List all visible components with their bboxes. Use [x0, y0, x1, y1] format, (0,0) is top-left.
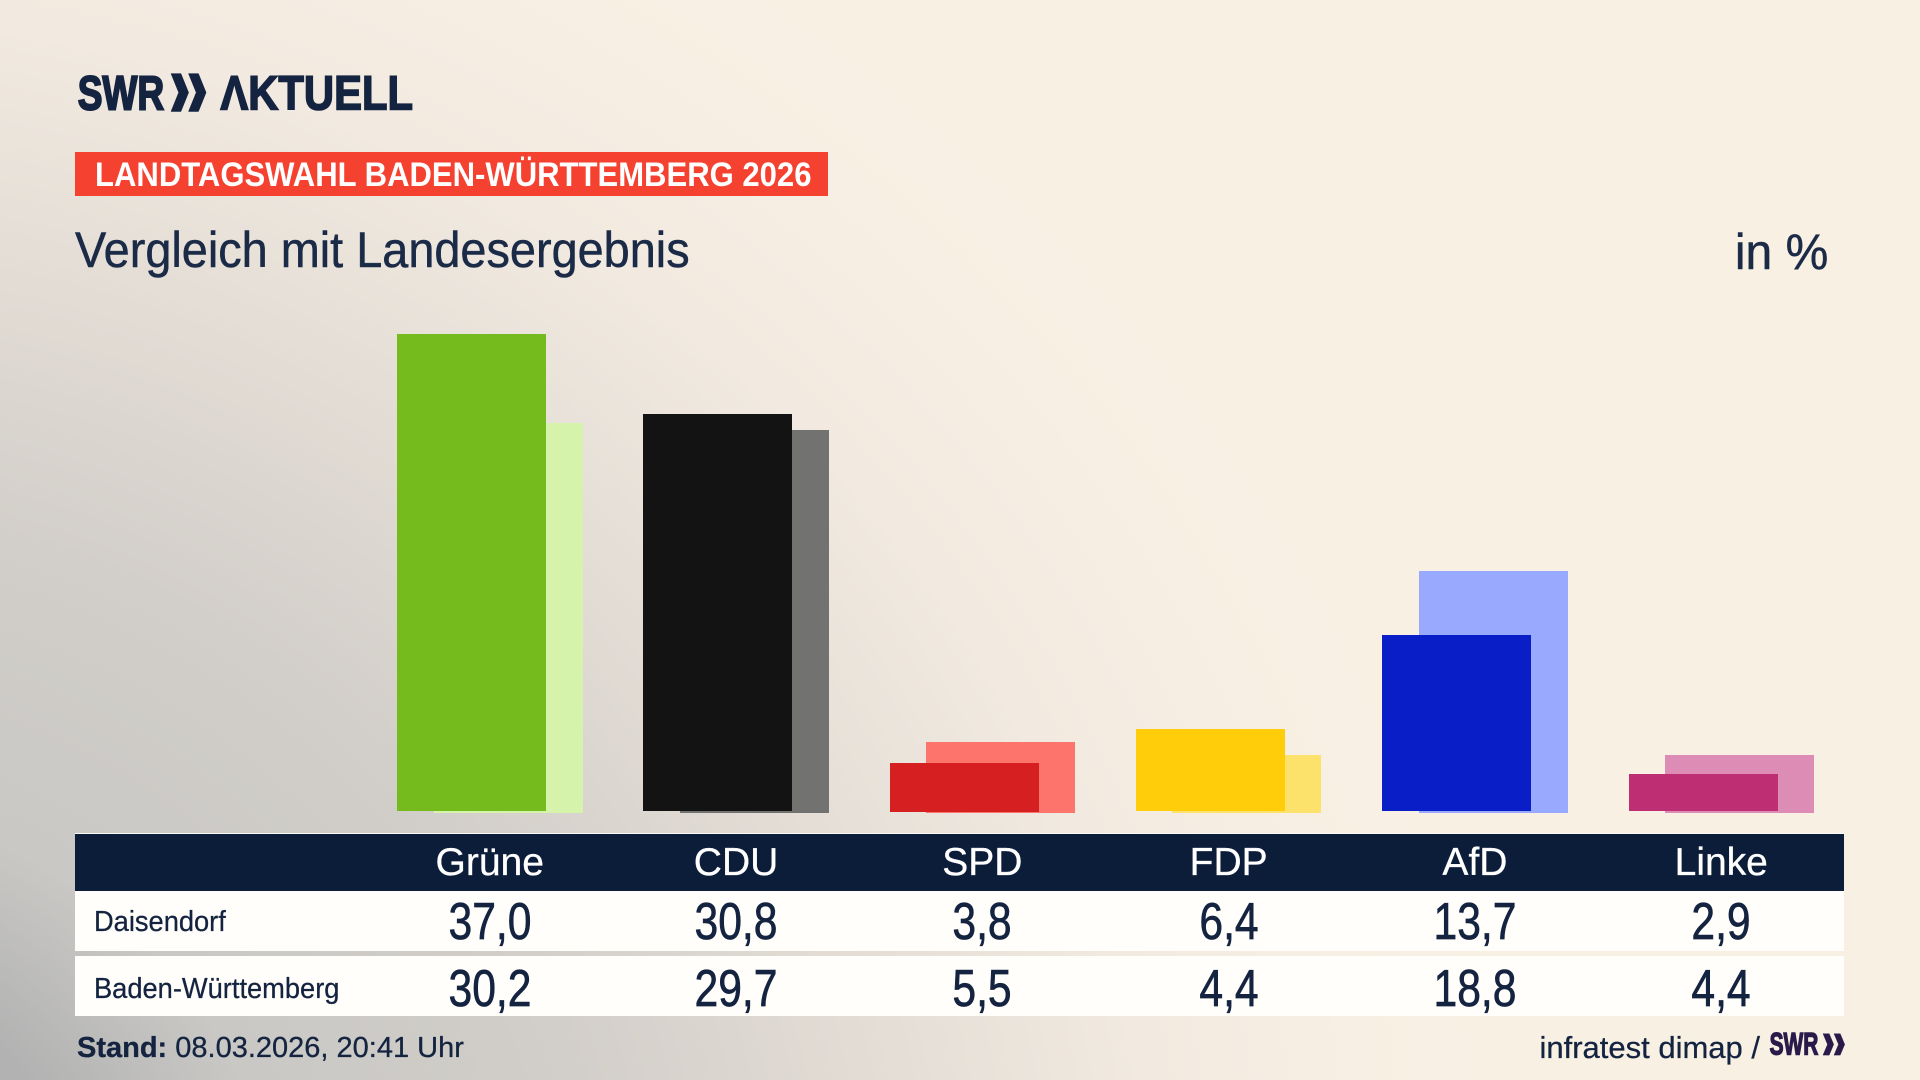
svg-text:SWR: SWR: [1770, 1027, 1819, 1062]
svg-text:ΛKTUELL: ΛKTUELL: [220, 67, 413, 121]
svg-text:SWR: SWR: [78, 67, 165, 121]
